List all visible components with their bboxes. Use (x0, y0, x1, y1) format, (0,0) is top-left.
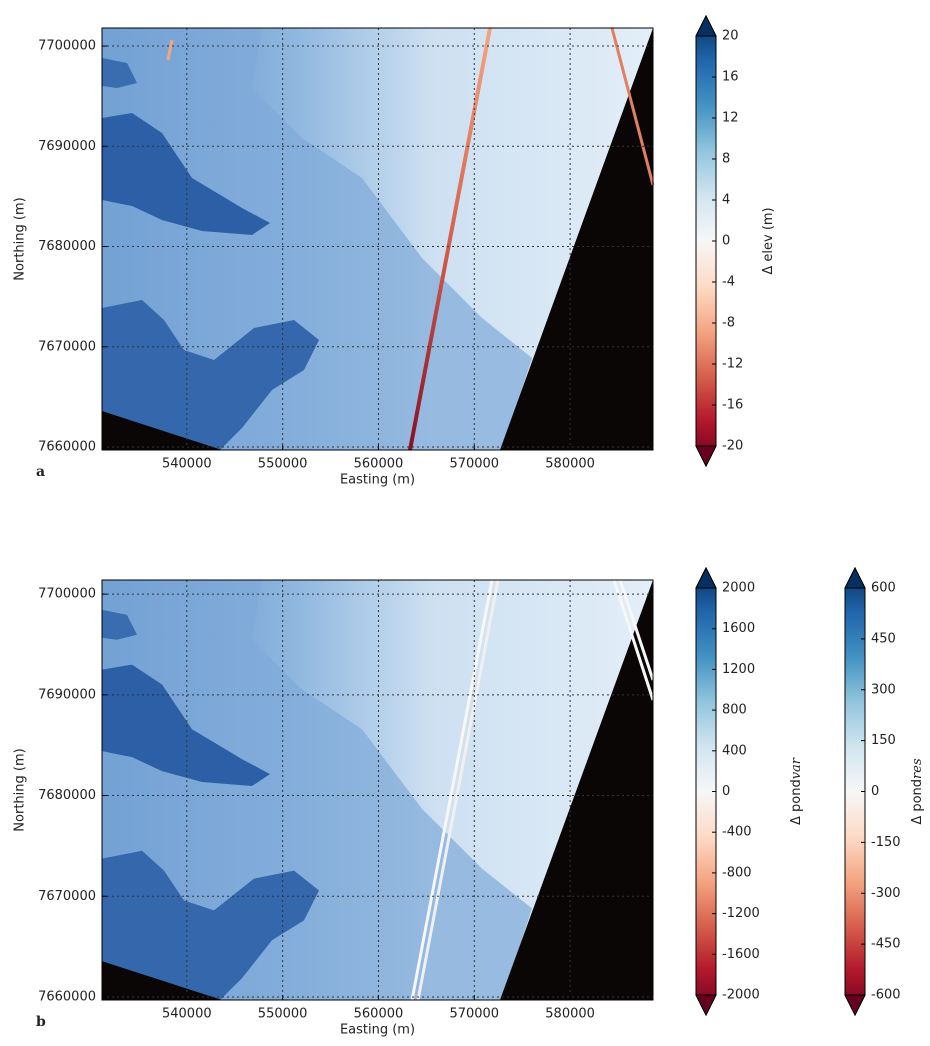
colorbar-tick-label: 12 (722, 111, 739, 126)
colorbar-label: Δ pondres (910, 758, 925, 825)
y-tick-label: 7680000 (38, 788, 96, 803)
colorbar-tick-label: -4 (722, 275, 735, 290)
colorbar-tick-label: -450 (871, 937, 901, 952)
colorbar-tick-label: 1200 (722, 662, 755, 677)
colorbar-tick-label: -800 (722, 865, 752, 880)
panel-letter: a (36, 464, 45, 480)
colorbar-tick-label: -8 (722, 316, 735, 331)
colorbar-end (844, 566, 866, 589)
colorbar-label-subscript: var (789, 757, 804, 779)
y-tick-label: 7660000 (38, 439, 96, 454)
y-tick-label: 7690000 (38, 687, 96, 702)
track (166, 39, 174, 61)
plot-frame (101, 27, 654, 451)
colorbar-tick-label: 600 (871, 581, 896, 596)
x-tick-label: 570000 (449, 1007, 499, 1022)
colorbar-tick-label: 800 (722, 703, 747, 718)
x-tick-label: 550000 (258, 1007, 308, 1022)
y-tick-label: 7700000 (38, 39, 96, 54)
colorbar-tick-label: 1600 (722, 621, 755, 636)
track (610, 27, 655, 186)
track (612, 579, 655, 701)
colorbar-end (844, 994, 866, 1017)
colorbar-end (695, 14, 717, 37)
x-tick-label: 570000 (449, 457, 499, 472)
y-tick-label: 7700000 (38, 587, 96, 602)
colorbar-tick-label: 0 (871, 784, 879, 799)
colorbar-tick-label: 450 (871, 631, 896, 646)
colorbar-label: Δ pondvar (789, 757, 804, 825)
colorbar-tick-label: -16 (722, 398, 743, 413)
track (410, 579, 494, 1001)
track (618, 579, 655, 681)
colorbar-tick-label: 400 (722, 743, 747, 758)
y-axis-label: Northing (m) (13, 748, 28, 831)
colorbar-tick-label: 150 (871, 733, 896, 748)
colorbar-label: Δ elev (m) (761, 207, 776, 274)
colorbar-tick-label: -300 (871, 886, 901, 901)
x-tick-label: 540000 (162, 457, 212, 472)
colorbar-tick-label: -150 (871, 835, 901, 850)
x-tick-label: 560000 (354, 1007, 404, 1022)
colorbar-tick-label: -600 (871, 988, 901, 1003)
x-tick-label: 580000 (545, 457, 595, 472)
x-axis-label: Easting (m) (340, 1023, 415, 1038)
colorbar-tick-label: 8 (722, 152, 730, 167)
y-tick-label: 7670000 (38, 889, 96, 904)
colorbar-tick-label: 0 (722, 234, 730, 249)
colorbar-tick-label: -20 (722, 439, 743, 454)
colorbar-tick-label: 4 (722, 193, 730, 208)
colorbar-label-subscript: res (910, 758, 925, 779)
colorbar-end (695, 566, 717, 589)
x-tick-label: 550000 (258, 457, 308, 472)
colorbar-tick-label: -12 (722, 357, 743, 372)
colorbar-tick-label: 0 (722, 784, 730, 799)
x-axis-label: Easting (m) (340, 473, 415, 488)
map-b (102, 579, 655, 1001)
colorbar-tick-label: 300 (871, 682, 896, 697)
track (408, 27, 492, 451)
colorbar-end (695, 994, 717, 1017)
colorbar-tick-label: -1600 (722, 947, 760, 962)
y-tick-label: 7660000 (38, 989, 96, 1004)
colorbar-tick-label: -2000 (722, 988, 760, 1003)
colorbar-label-text: Δ pond (789, 779, 804, 825)
colorbar-tick-label: 20 (722, 29, 739, 44)
x-tick-label: 580000 (545, 1007, 595, 1022)
panel-letter: b (36, 1014, 46, 1030)
y-tick-label: 7680000 (38, 239, 96, 254)
map-a (102, 27, 655, 451)
y-axis-label: Northing (m) (13, 197, 28, 280)
colorbar-label-text: Δ pond (910, 779, 925, 825)
colorbar-tick-label: 16 (722, 70, 739, 85)
colorbar-tick-label: 2000 (722, 581, 755, 596)
colorbar-tick-label: -400 (722, 825, 752, 840)
y-tick-label: 7690000 (38, 139, 96, 154)
colorbar-label-text: Δ elev (m) (761, 207, 776, 274)
x-tick-label: 540000 (162, 1007, 212, 1022)
x-tick-label: 560000 (354, 457, 404, 472)
track (416, 579, 500, 1001)
colorbar-tick-label: -1200 (722, 906, 760, 921)
plot-frame (101, 579, 654, 1001)
y-tick-label: 7670000 (38, 339, 96, 354)
colorbar-end (695, 445, 717, 468)
